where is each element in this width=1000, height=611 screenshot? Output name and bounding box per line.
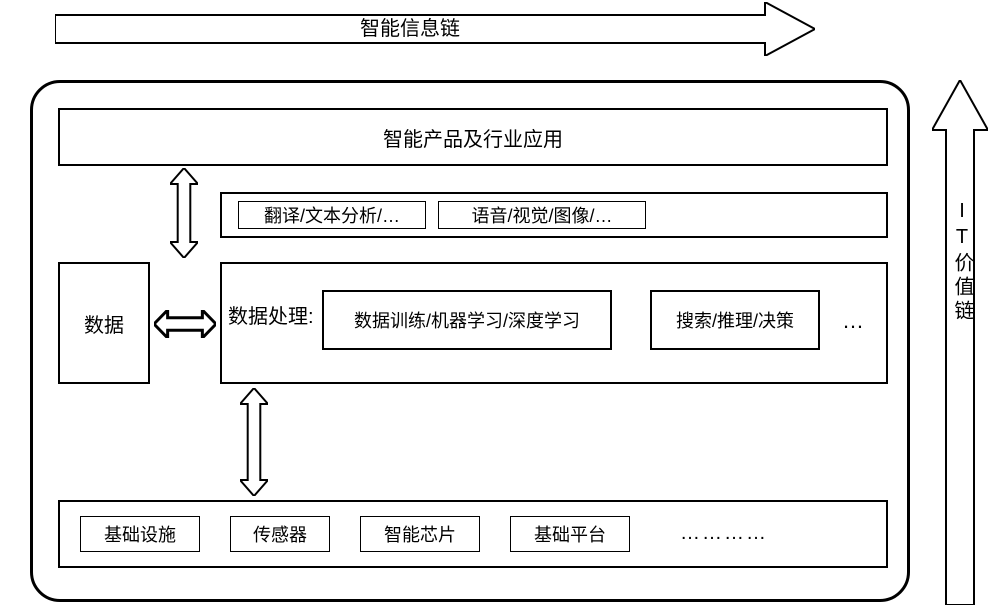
top-arrow: 智能信息链 xyxy=(55,2,815,56)
arrow-top-capability xyxy=(170,168,198,258)
layer-top: 智能产品及行业应用 xyxy=(58,108,888,166)
right-arrow-label: IT价值链 xyxy=(948,200,977,324)
infra-ellipsis: ………… xyxy=(680,522,768,545)
capability-item-1: 语音/视觉/图像/… xyxy=(438,201,646,229)
arrow-data-processing xyxy=(154,310,216,338)
infra-item-label: 智能芯片 xyxy=(384,521,456,547)
infra-item-label: 基础平台 xyxy=(534,521,606,547)
infra-item-1: 传感器 xyxy=(230,516,330,552)
processing-ellipsis: … xyxy=(842,308,864,334)
infra-item-3: 基础平台 xyxy=(510,516,630,552)
capability-item-label: 语音/视觉/图像/… xyxy=(471,202,612,228)
data-box-label: 数据 xyxy=(84,309,124,338)
data-box: 数据 xyxy=(58,262,150,384)
arrow-processing-infra xyxy=(240,388,268,496)
processing-label: 数据处理: xyxy=(228,300,320,329)
infra-item-label: 传感器 xyxy=(253,521,307,547)
processing-item-0: 数据训练/机器学习/深度学习 xyxy=(322,290,612,350)
infra-item-0: 基础设施 xyxy=(80,516,200,552)
processing-item-label: 搜索/推理/决策 xyxy=(676,307,794,333)
capability-item-0: 翻译/文本分析/… xyxy=(238,201,426,229)
infra-item-label: 基础设施 xyxy=(104,521,176,547)
processing-item-label: 数据训练/机器学习/深度学习 xyxy=(354,307,580,333)
top-arrow-label: 智能信息链 xyxy=(360,17,460,40)
infra-item-2: 智能芯片 xyxy=(360,516,480,552)
right-arrow xyxy=(932,80,988,605)
layer-top-label: 智能产品及行业应用 xyxy=(383,123,563,152)
processing-item-1: 搜索/推理/决策 xyxy=(650,290,820,350)
capability-item-label: 翻译/文本分析/… xyxy=(264,202,400,228)
